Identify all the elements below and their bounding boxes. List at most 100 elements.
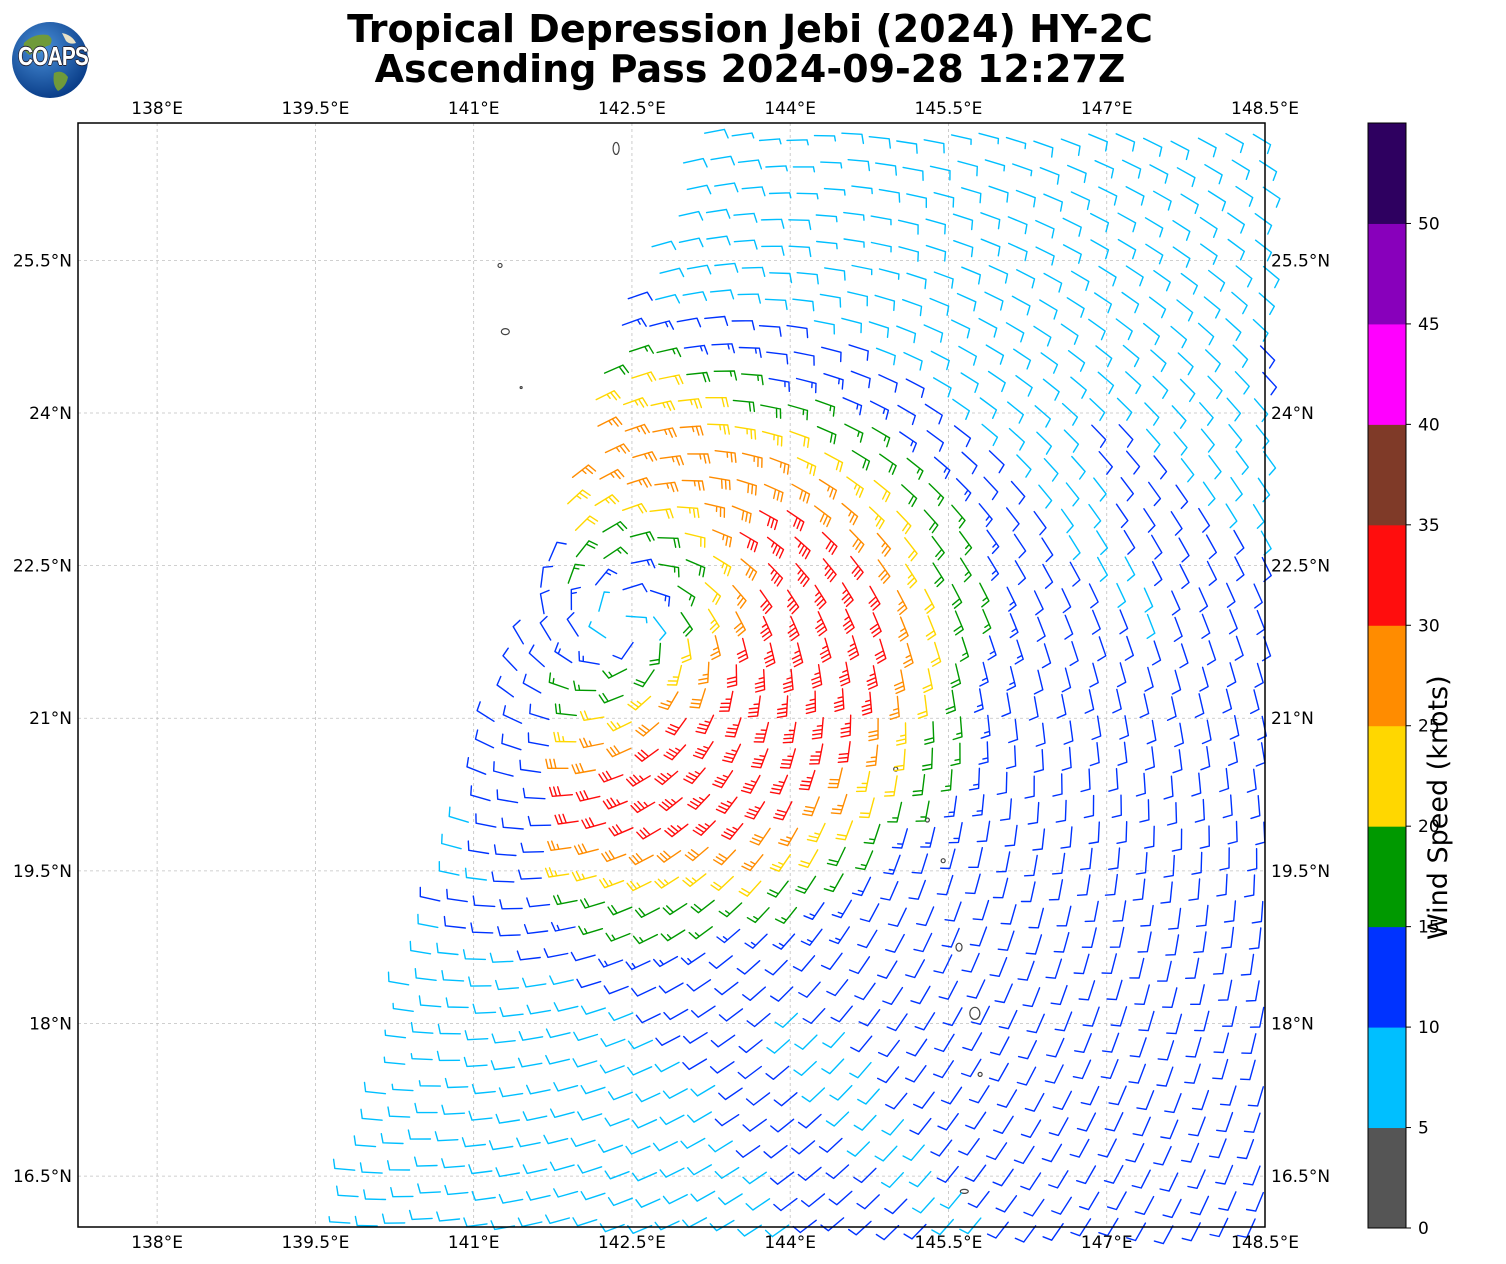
- wind-barb: [896, 510, 912, 535]
- wind-barb: [866, 665, 878, 690]
- wind-barb: [635, 722, 660, 737]
- wind-barb: [649, 320, 675, 330]
- wind-barb: [434, 1131, 459, 1142]
- wind-barb: [782, 721, 797, 744]
- wind-barb: [1111, 794, 1122, 818]
- wind-barb: [1089, 742, 1100, 767]
- wind-barb: [989, 957, 1008, 977]
- wind-barb: [502, 647, 518, 671]
- wind-barb: [1247, 1086, 1264, 1107]
- wind-barb: [750, 748, 769, 769]
- wind-barb: [657, 537, 681, 549]
- wind-barb: [687, 1111, 712, 1123]
- wind-barb: [731, 132, 755, 139]
- wind-barb: [933, 192, 955, 208]
- wind-barb: [578, 925, 604, 936]
- wind-barb: [1008, 427, 1025, 451]
- wind-barb: [1100, 1059, 1119, 1079]
- wind-barb: [1176, 299, 1194, 322]
- wind-barb: [1005, 136, 1027, 150]
- wind-barb: [741, 266, 766, 277]
- wind-barb: [572, 1058, 598, 1068]
- wind-barb: [925, 218, 946, 235]
- wind-barb: [354, 1215, 378, 1227]
- wind-barb: [964, 873, 981, 895]
- wind-barb: [714, 262, 739, 273]
- wind-barb: [924, 588, 935, 614]
- wind-barb: [1095, 345, 1113, 368]
- wind-barb: [1195, 904, 1209, 927]
- wind-barb: [745, 1092, 771, 1106]
- wind-barb: [953, 610, 964, 636]
- wind-barb: [939, 1192, 963, 1210]
- wind-barb: [1034, 405, 1051, 428]
- wind-barb: [1257, 477, 1271, 503]
- wind-barb: [741, 186, 766, 197]
- colorbar-bin: [1368, 424, 1406, 526]
- wind-barb: [871, 427, 891, 448]
- wind-barb: [1179, 378, 1196, 403]
- wind-barb: [920, 826, 936, 848]
- wind-barb: [1193, 931, 1207, 954]
- wind-barb: [441, 970, 465, 982]
- wind-barb: [850, 1035, 873, 1053]
- wind-barb: [663, 744, 687, 761]
- wind-barb: [1245, 980, 1260, 1002]
- wind-barb: [868, 585, 881, 611]
- wind-barb: [747, 695, 761, 718]
- wind-barb: [1149, 164, 1169, 184]
- wind-barb: [822, 1032, 845, 1049]
- wind-barb: [853, 1114, 877, 1131]
- wind-barb: [443, 915, 466, 929]
- wind-barb: [774, 1012, 798, 1028]
- wind-barb: [1228, 424, 1243, 449]
- wind-barb: [875, 1224, 900, 1241]
- wind-barb: [632, 933, 658, 945]
- wind-barb: [988, 185, 1009, 203]
- wind-barb: [1151, 561, 1163, 587]
- wind-barb: [961, 451, 978, 475]
- wind-barb: [736, 637, 749, 663]
- wind-barb: [1136, 1090, 1155, 1111]
- wind-barb: [628, 853, 654, 866]
- wind-barb: [659, 455, 684, 466]
- wind-barb: [938, 980, 958, 1000]
- wind-barb: [1219, 847, 1230, 871]
- wind-barb: [652, 427, 677, 438]
- wind-barb: [930, 1139, 953, 1157]
- wind-barb: [865, 744, 879, 767]
- wind-barb: [573, 1031, 599, 1041]
- wind-barb: [926, 430, 944, 452]
- wind-barb: [873, 479, 891, 503]
- wind-barb: [684, 532, 706, 548]
- wind-barb: [1108, 1085, 1127, 1106]
- wind-barb: [548, 541, 567, 562]
- wind-barb: [1243, 874, 1256, 898]
- wind-barb: [1044, 1064, 1064, 1084]
- wind-barb: [1056, 905, 1072, 927]
- wind-barb: [909, 1117, 932, 1135]
- wind-barb: [776, 695, 789, 719]
- wind-barb: [501, 817, 524, 830]
- wind-barb: [1206, 560, 1218, 586]
- tick-labels: 138°E 138°E 139.5°E 139.5°E 141°E 141°E 142.5°…: [13, 99, 1330, 1253]
- wind-barb: [1145, 243, 1164, 265]
- wind-barb: [877, 1066, 900, 1084]
- wind-barb: [1117, 238, 1137, 260]
- wind-barb: [1126, 450, 1141, 475]
- wind-barb: [1062, 217, 1082, 237]
- wind-barb: [713, 849, 737, 866]
- wind-barb: [868, 321, 890, 338]
- island: [969, 1006, 981, 1020]
- wind-barb: [714, 1166, 740, 1179]
- wind-barb: [841, 317, 862, 334]
- wind-barb: [778, 827, 799, 847]
- wind-barb: [830, 793, 848, 815]
- wind-barb: [1255, 742, 1266, 767]
- wind-barb: [1096, 530, 1109, 556]
- wind-barb: [1119, 609, 1129, 635]
- wind-barb: [738, 346, 762, 358]
- wind-barb: [599, 1064, 625, 1074]
- wind-barb: [649, 642, 662, 666]
- wind-barb: [833, 688, 845, 712]
